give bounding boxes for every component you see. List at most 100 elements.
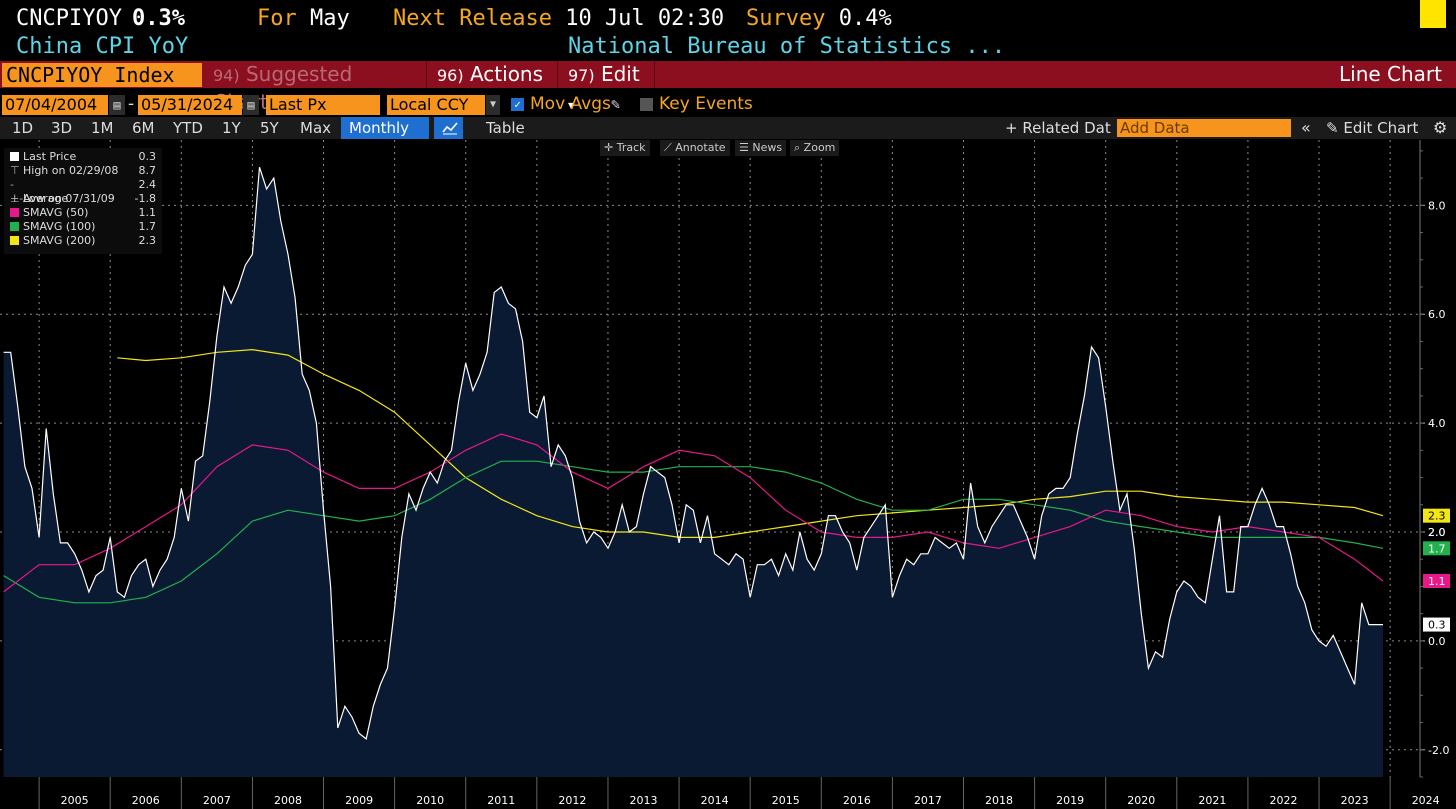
calendar-icon[interactable]: ▤	[109, 95, 125, 115]
currency-select[interactable]: Local CCY	[387, 95, 485, 115]
security-name: China CPI YoY	[16, 34, 189, 59]
frequency-select[interactable]: Monthly ▼	[341, 117, 429, 159]
x-tick-label: 2005	[61, 794, 89, 807]
ticker-symbol: CNCPIYOY	[16, 6, 122, 31]
date-separator: -	[128, 94, 135, 114]
series-line-smavg-200-	[117, 348, 1384, 538]
x-tick-label: 2013	[630, 794, 658, 807]
news-icon: ☰	[739, 141, 749, 154]
x-tick-label: 2007	[203, 794, 231, 807]
swatch	[10, 208, 19, 217]
range-tab-5y[interactable]: 5Y	[260, 119, 279, 137]
actions-menu[interactable]: 96) Actions ▾	[429, 61, 558, 112]
chart-area[interactable]: 2005 2006 2007 2008 2009 2010 2011 2012 2013 2014…	[0, 140, 1456, 809]
pencil-icon: ✎	[1326, 119, 1339, 137]
line-chart-icon[interactable]	[434, 117, 463, 139]
end-date-field[interactable]: 05/31/2024	[138, 95, 242, 115]
annotate-button[interactable]: ⟋ Annotate	[660, 140, 730, 156]
swatch	[10, 236, 19, 245]
chevron-down-icon: ▾	[568, 98, 575, 112]
legend-smavg-50[interactable]: SMAVG (50) 1.1	[10, 206, 160, 220]
edit-menu[interactable]: 97) Edit ▾	[560, 61, 655, 112]
legend-average: -+-Average 2.4	[10, 178, 160, 205]
legend-label: Average	[23, 192, 69, 205]
x-tick-label: 2011	[487, 794, 515, 807]
news-button[interactable]: ☰ News	[735, 140, 787, 156]
swatch	[10, 222, 19, 231]
pencil-icon[interactable]: ✎	[611, 95, 621, 113]
end-value-label: 1.1	[1428, 575, 1446, 588]
range-tab-ytd[interactable]: YTD	[173, 119, 203, 137]
x-tick-label: 2022	[1269, 794, 1297, 807]
x-tick-label: 2014	[701, 794, 729, 807]
key-events-checkbox[interactable]	[640, 98, 653, 111]
x-tick-label: 2006	[132, 794, 160, 807]
annotate-label: Annotate	[675, 141, 726, 154]
end-value-label: 2.0	[1428, 526, 1446, 539]
crosshair-icon: ✛	[604, 141, 614, 154]
edit-chart-button[interactable]: ✎ Edit Chart	[1318, 117, 1426, 139]
x-axis-band	[0, 777, 1456, 809]
start-date-field[interactable]: 07/04/2004	[2, 95, 108, 115]
header-line-1: CNCPIYOY 0.3%	[16, 6, 185, 31]
zoom-label: Zoom	[803, 141, 836, 154]
related-data-label: Related Dat	[1022, 119, 1111, 137]
range-tab-6m[interactable]: 6M	[132, 119, 155, 137]
legend-smavg-200[interactable]: SMAVG (200) 2.3	[10, 234, 160, 248]
legend-last-price[interactable]: Last Price 0.3	[10, 150, 160, 164]
actions-label: Actions	[469, 62, 544, 86]
chevron-down-icon[interactable]: ▼	[486, 95, 500, 115]
range-tab-1m[interactable]: 1M	[91, 119, 114, 137]
range-tab-3d[interactable]: 3D	[51, 119, 73, 137]
menu-bar	[0, 61, 1456, 88]
legend-smavg-100[interactable]: SMAVG (100) 1.7	[10, 220, 160, 234]
legend-value: 1.7	[138, 220, 157, 233]
end-value-badge	[1423, 541, 1450, 556]
add-data-input[interactable]: Add Data	[1117, 119, 1291, 137]
price-area-fill	[3, 167, 1384, 777]
news-label: News	[752, 141, 783, 154]
range-tab-1d[interactable]: 1D	[12, 119, 34, 137]
legend-value: -1.8	[134, 192, 156, 205]
end-value-badge	[1423, 617, 1450, 632]
y-tick-label: 4.0	[1428, 417, 1446, 430]
for-value: May	[310, 6, 350, 31]
zoom-button[interactable]: ⌕ Zoom	[790, 140, 840, 156]
high-marker-icon: ⊤	[10, 164, 20, 177]
calendar-icon[interactable]: ▤	[243, 95, 259, 115]
index-field[interactable]: CNCPIYOY Index	[2, 63, 202, 87]
legend-label: Low on 07/31/09	[23, 192, 115, 205]
chart-type-label[interactable]: Line Chart	[1339, 62, 1442, 86]
y-tick-label: 2.0	[1428, 526, 1446, 539]
series-line-smavg-50-	[3, 433, 1384, 593]
range-tab-1y[interactable]: 1Y	[222, 119, 241, 137]
price-field-select[interactable]: Last Px	[266, 95, 380, 115]
x-tick-label: 2012	[558, 794, 586, 807]
price-line	[3, 167, 1383, 740]
plus-icon: +	[1005, 119, 1018, 137]
x-tick-label: 2017	[914, 794, 942, 807]
legend-value: 2.4	[138, 178, 157, 191]
last-value: 0.3%	[131, 6, 185, 31]
x-tick-label: 2016	[843, 794, 871, 807]
track-button[interactable]: ✛ Track	[600, 140, 650, 156]
swatch	[10, 152, 19, 161]
range-tab-max[interactable]: Max	[300, 119, 332, 137]
gear-icon[interactable]: ⚙	[1433, 118, 1448, 137]
collapse-icon[interactable]: «	[1301, 118, 1311, 137]
edit-chart-label: Edit Chart	[1343, 119, 1419, 137]
actions-num: 96)	[437, 66, 464, 85]
table-tab[interactable]: Table	[486, 119, 525, 137]
edit-num: 97)	[568, 66, 595, 85]
mov-avgs-checkbox[interactable]: ✓	[511, 98, 524, 111]
end-value-badge	[1423, 508, 1450, 523]
x-tick-label: 2015	[772, 794, 800, 807]
related-data-button[interactable]: + Related Dat	[997, 117, 1119, 139]
legend-label: SMAVG (200)	[23, 234, 96, 247]
edit-label: Edit	[600, 62, 640, 86]
alert-indicator[interactable]	[1420, 0, 1446, 28]
suggested-charts-menu[interactable]: 94) Suggested Charts ▾	[205, 61, 427, 114]
x-tick-label: 2024	[1412, 794, 1440, 807]
y-tick-label: 0.0	[1428, 635, 1446, 648]
next-release-label: Next Release	[393, 6, 552, 31]
